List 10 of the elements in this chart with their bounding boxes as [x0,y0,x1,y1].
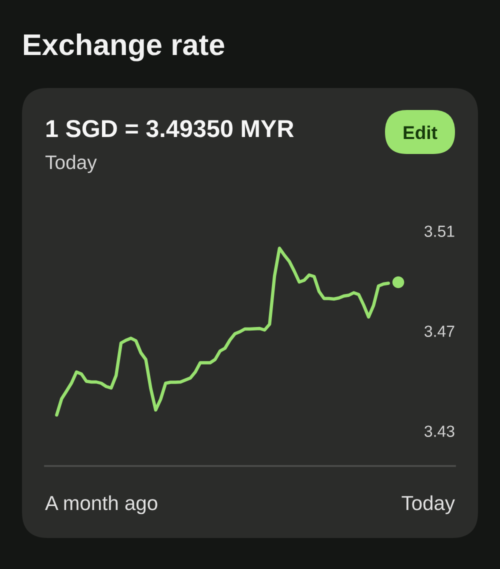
line-series [55,246,390,417]
text: A month ago [45,495,158,514]
text: Edit [404,126,438,140]
text: Today [402,495,455,514]
chart-subtitle: 1 SGD = 3.49350 MYR [46,120,294,138]
y-tick-label: 3.51 [424,226,454,237]
y-tick-label: 3.47 [424,326,454,337]
chart-title: Exchange rate [24,33,224,62]
y-tick-label: 3.43 [424,426,454,437]
text: Today [45,154,97,174]
